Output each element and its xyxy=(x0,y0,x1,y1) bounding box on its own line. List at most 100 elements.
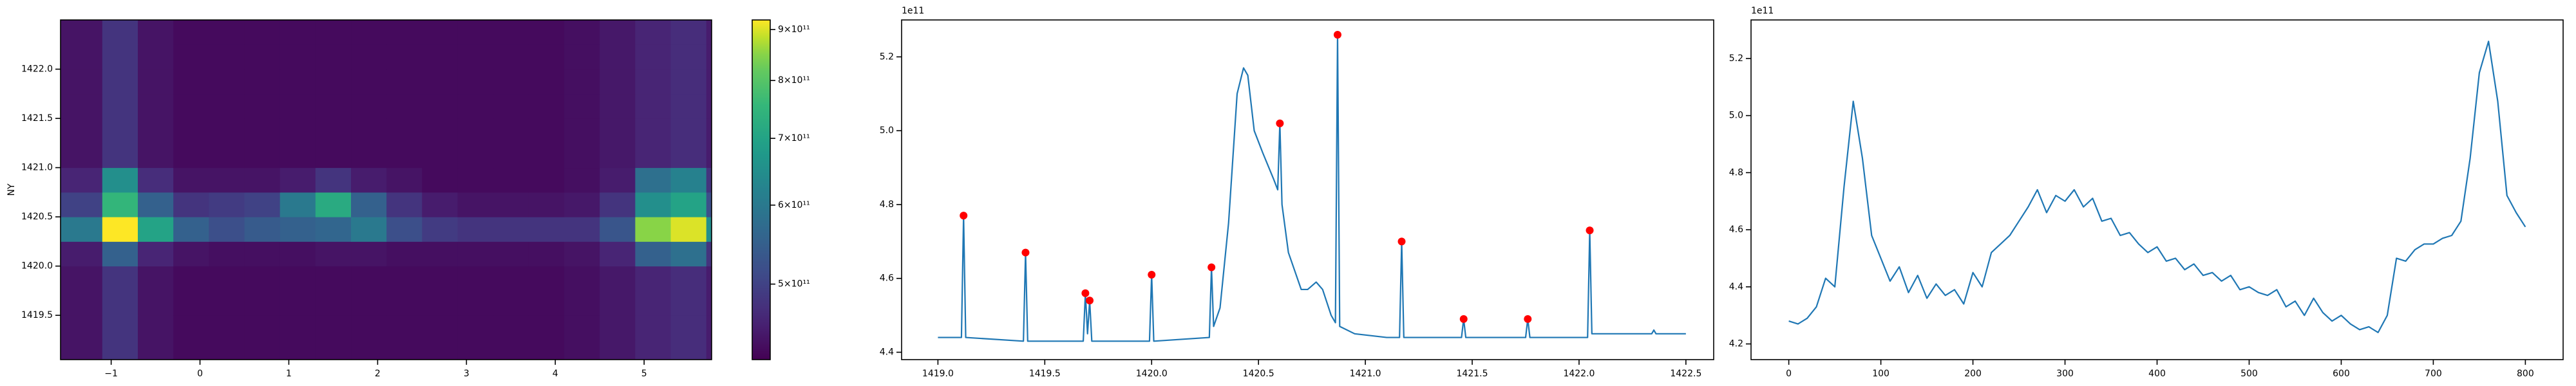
heatmap-cell xyxy=(528,167,565,193)
x-tick-label: 1421.5 xyxy=(1457,369,1488,379)
heatmap-cell xyxy=(137,192,174,217)
y-tick-label: 5.0 xyxy=(1729,111,1743,121)
heatmap-cell xyxy=(244,192,281,217)
heatmap-cell xyxy=(457,217,494,242)
axes-frame xyxy=(901,19,1714,360)
heatmap-cell xyxy=(493,20,529,45)
heatmap-cell xyxy=(386,93,422,119)
heatmap-cell xyxy=(351,241,387,267)
peak-marker xyxy=(1208,263,1216,271)
heatmap-cell xyxy=(386,69,422,95)
heatmap-cell xyxy=(244,290,281,316)
x-tick-label: 0 xyxy=(1786,369,1792,379)
heatmap-cell xyxy=(209,69,245,95)
heatmap-cell xyxy=(315,241,352,267)
heatmap-cell xyxy=(279,143,316,169)
peak-marker xyxy=(1459,315,1468,323)
heatmap-cell xyxy=(102,192,138,217)
heatmap-cell xyxy=(600,192,636,217)
heatmap-cell xyxy=(315,217,352,242)
x-tick-label: 700 xyxy=(2425,369,2442,379)
heatmap-cell xyxy=(493,266,529,291)
x-tick-label: 400 xyxy=(2148,369,2166,379)
y-tick-label: 4.6 xyxy=(1729,225,1743,235)
axes-frame xyxy=(60,19,712,360)
heatmap-cell xyxy=(61,217,103,242)
heatmap-cell xyxy=(493,315,529,340)
heatmap-cell xyxy=(209,290,245,316)
heatmap-cell xyxy=(493,217,529,242)
heatmap-cell xyxy=(386,290,422,316)
heatmap-cell xyxy=(706,266,712,291)
heatmap-cell xyxy=(564,315,600,340)
heatmap-cell xyxy=(315,20,352,45)
heatmap-cell xyxy=(386,266,422,291)
heatmap-cell xyxy=(635,118,672,143)
heatmap-cell xyxy=(137,315,174,340)
heatmap-cell xyxy=(564,118,600,143)
heatmap-cell xyxy=(386,44,422,70)
heatmap-cell xyxy=(137,69,174,95)
heatmap-cell xyxy=(244,217,281,242)
heatmap-cell xyxy=(351,93,387,119)
heatmap-cell xyxy=(600,167,636,193)
heatmap-cell xyxy=(61,192,103,217)
heatmap-cell xyxy=(244,93,281,119)
heatmap-cell xyxy=(351,20,387,45)
colorbar-tick-label: 5×10¹¹ xyxy=(778,279,810,290)
y-tick-label: 1419.5 xyxy=(21,310,53,320)
x-tick-label: 800 xyxy=(2517,369,2534,379)
heatmap-cell xyxy=(102,20,138,45)
heatmap-cell xyxy=(209,192,245,217)
heatmap-cell xyxy=(670,69,707,95)
heatmap-cell xyxy=(209,266,245,291)
heatmap-cell xyxy=(670,217,707,242)
heatmap-cell xyxy=(564,69,600,95)
heatmap-cell xyxy=(102,241,138,267)
heatmap-cell xyxy=(706,69,712,95)
heatmap-cell xyxy=(209,315,245,340)
heatmap-cell xyxy=(61,290,103,316)
peak-marker xyxy=(1276,119,1284,127)
heatmap-cell xyxy=(244,266,281,291)
heatmap-cell xyxy=(244,340,281,360)
heatmap-cell xyxy=(422,69,459,95)
heatmap-cell xyxy=(670,143,707,169)
peak-marker xyxy=(1397,237,1406,246)
heatmap-cell xyxy=(528,118,565,143)
x-tick-label: 2 xyxy=(375,369,381,379)
heatmap-cell xyxy=(137,143,174,169)
heatmap-cell xyxy=(173,93,209,119)
heatmap-cell xyxy=(351,266,387,291)
heatmap-cell xyxy=(670,315,707,340)
heatmap-cell xyxy=(564,20,600,45)
heatmap-cell xyxy=(564,143,600,169)
heatmap-cell xyxy=(102,143,138,169)
heatmap-cell xyxy=(137,44,174,70)
heatmap-cell xyxy=(706,340,712,360)
x-tick-label: 200 xyxy=(1964,369,1982,379)
heatmap-cell xyxy=(528,143,565,169)
heatmap-cell xyxy=(315,69,352,95)
heatmap-cell xyxy=(600,290,636,316)
heatmap-cell xyxy=(457,167,494,193)
panel: 1e11 0 100 200 300 400 500 600 700 800 4.2 4.4 4.6 4.… xyxy=(1729,6,2564,379)
heatmap-cell xyxy=(457,340,494,360)
heatmap-cell xyxy=(706,290,712,316)
heatmap-cell xyxy=(279,217,316,242)
heatmap-cell xyxy=(61,69,103,95)
heatmap-cell xyxy=(706,241,712,267)
peak-marker xyxy=(1086,297,1094,305)
heatmap-cell xyxy=(279,44,316,70)
heatmap-cell xyxy=(61,241,103,267)
y-tick-label: 5.0 xyxy=(880,125,894,136)
heatmap-cell xyxy=(670,192,707,217)
heatmap-cell xyxy=(386,192,422,217)
heatmap-cell xyxy=(173,315,209,340)
heatmap-cell xyxy=(670,167,707,193)
heatmap-cell xyxy=(635,143,672,169)
heatmap-cell xyxy=(493,118,529,143)
heatmap-cell xyxy=(173,118,209,143)
peak-marker xyxy=(960,212,968,220)
colorbar-tick-label: 8×10¹¹ xyxy=(778,75,810,86)
